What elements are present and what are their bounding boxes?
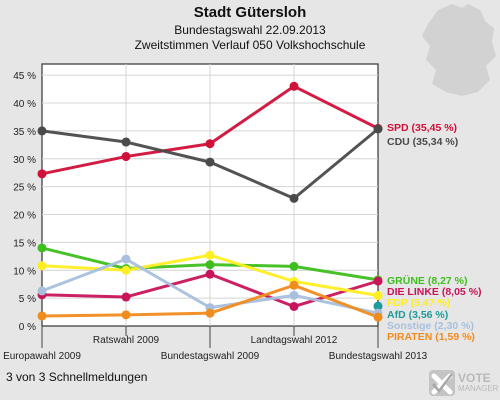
x-tick-label: Bundestagswahl 2009 xyxy=(161,351,260,362)
x-tick-label: Ratswahl 2009 xyxy=(93,335,160,346)
y-tick-label: 40 % xyxy=(13,99,36,110)
data-point xyxy=(121,152,131,162)
series-end-label: GRÜNE (8,27 %) xyxy=(387,274,468,287)
y-tick-label: 15 % xyxy=(13,238,36,249)
y-tick-label: 25 % xyxy=(13,183,36,194)
footer-status: 3 von 3 Schnellmeldungen xyxy=(6,370,148,384)
data-point xyxy=(373,301,383,311)
chart-subtitle-2: Zweitstimmen Verlauf 050 Volkshochschule xyxy=(134,38,366,52)
data-point xyxy=(205,308,215,318)
series-end-label: CDU (35,34 %) xyxy=(387,136,458,148)
y-tick-label: 45 % xyxy=(13,71,36,82)
series-end-label: Sonstige (2,30 %) xyxy=(387,320,474,332)
data-point xyxy=(373,291,383,301)
data-point xyxy=(121,292,131,302)
data-point xyxy=(205,269,215,279)
data-point xyxy=(37,126,47,136)
data-point xyxy=(289,301,299,311)
x-tick-label: Europawahl 2009 xyxy=(3,351,81,362)
series-end-label: SPD (35,45 %) xyxy=(387,122,457,134)
y-tick-label: 35 % xyxy=(13,127,36,138)
series-end-label: FDP (5,47 %) xyxy=(387,297,450,309)
data-point xyxy=(289,81,299,91)
logo-word-vote: VOTE xyxy=(458,371,491,385)
data-point xyxy=(373,276,383,286)
data-point xyxy=(37,243,47,253)
data-point xyxy=(289,261,299,271)
series-end-label: PIRATEN (1,59 %) xyxy=(387,331,475,343)
data-point xyxy=(37,311,47,321)
x-tick-label: Landtagswahl 2012 xyxy=(251,335,338,346)
y-tick-label: 0 % xyxy=(19,322,36,333)
germany-map-icon xyxy=(422,4,496,96)
y-tick-label: 10 % xyxy=(13,266,36,277)
data-point xyxy=(121,137,131,147)
data-point xyxy=(205,139,215,149)
chart-subtitle: Bundestagswahl 22.09.2013 xyxy=(174,23,326,37)
data-point xyxy=(289,280,299,290)
logo-word-manager: MANAGER xyxy=(458,384,499,393)
page-title: Stadt Gütersloh xyxy=(193,4,307,21)
series-end-label: AfD (3,56 %) xyxy=(387,309,448,321)
data-point xyxy=(289,290,299,300)
data-point xyxy=(121,310,131,320)
data-point xyxy=(121,265,131,275)
data-point xyxy=(289,193,299,203)
series-end-label: DIE LINKE (8,05 %) xyxy=(387,286,482,298)
x-tick-label: Bundestagswahl 2013 xyxy=(329,351,428,362)
data-point xyxy=(205,260,215,270)
y-tick-label: 30 % xyxy=(13,155,36,166)
data-point xyxy=(37,286,47,296)
vote-manager-logo xyxy=(429,370,455,396)
data-point xyxy=(205,250,215,260)
y-tick-label: 20 % xyxy=(13,211,36,222)
data-point xyxy=(121,254,131,264)
data-point xyxy=(373,124,383,134)
data-point xyxy=(37,169,47,179)
data-point xyxy=(373,312,383,322)
data-point xyxy=(37,261,47,271)
y-tick-label: 5 % xyxy=(19,294,36,305)
data-point xyxy=(205,157,215,167)
